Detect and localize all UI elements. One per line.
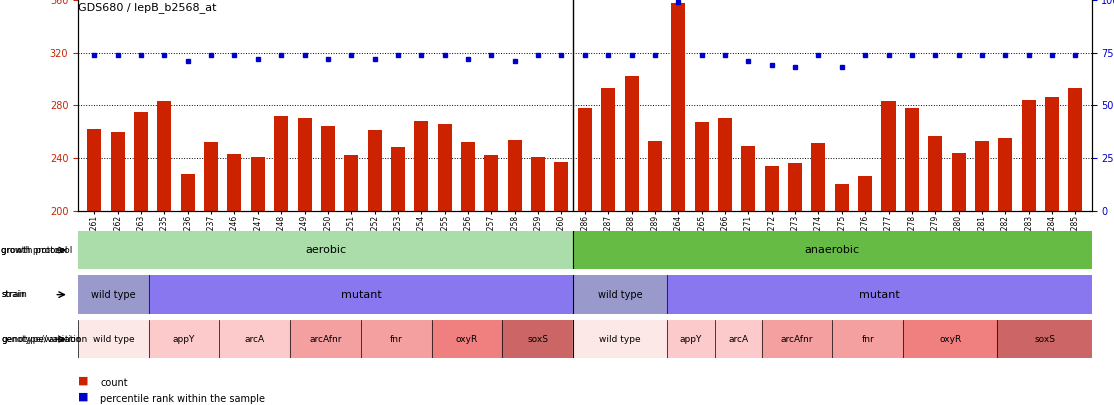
Bar (714, 320, 762, 358)
Bar (485, 155, 498, 405)
Bar (391, 147, 405, 405)
Bar (204, 142, 218, 405)
Text: fnr: fnr (861, 335, 874, 344)
Text: mutant: mutant (341, 290, 381, 300)
Text: oxyR: oxyR (456, 335, 478, 344)
Text: oxyR: oxyR (939, 335, 961, 344)
Bar (578, 108, 592, 405)
Text: arcA: arcA (729, 335, 749, 344)
Bar (667, 320, 714, 358)
Text: arcAfnr: arcAfnr (310, 335, 342, 344)
Text: wild type: wild type (92, 335, 134, 344)
Bar (414, 121, 429, 405)
Bar (87, 129, 101, 405)
Text: soxS: soxS (527, 335, 548, 344)
Bar (180, 174, 195, 405)
Bar (762, 320, 832, 358)
Bar (78, 275, 148, 314)
Bar (251, 157, 265, 405)
Text: soxS: soxS (1034, 335, 1055, 344)
Bar (78, 320, 148, 358)
Bar (997, 320, 1092, 358)
Bar (502, 320, 573, 358)
Bar (602, 88, 615, 405)
Bar (368, 130, 382, 405)
Bar (881, 101, 896, 405)
Bar (625, 76, 638, 405)
Bar (531, 157, 545, 405)
Text: growth protocol: growth protocol (1, 245, 68, 255)
Text: mutant: mutant (859, 290, 900, 300)
Bar (764, 166, 779, 405)
Bar (672, 2, 685, 405)
Text: wild type: wild type (599, 335, 641, 344)
Bar (110, 132, 125, 405)
Text: appY: appY (173, 335, 195, 344)
Bar (951, 153, 966, 405)
Bar (741, 146, 755, 405)
Text: strain: strain (1, 290, 26, 299)
Bar (148, 275, 573, 314)
Bar (134, 112, 148, 405)
Text: genotype/variation: genotype/variation (1, 335, 81, 344)
Text: wild type: wild type (91, 290, 136, 300)
Bar (667, 275, 1092, 314)
Bar (274, 116, 289, 405)
Bar (834, 184, 849, 405)
Bar (1022, 100, 1036, 405)
Bar (719, 118, 732, 405)
Bar (297, 118, 312, 405)
Text: percentile rank within the sample: percentile rank within the sample (100, 394, 265, 404)
Text: anaerobic: anaerobic (804, 245, 860, 255)
Bar (157, 101, 172, 405)
Bar (903, 320, 997, 358)
Bar (321, 126, 335, 405)
Bar (431, 320, 502, 358)
Text: genotype/variation: genotype/variation (1, 335, 87, 344)
Text: count: count (100, 378, 128, 388)
Bar (905, 108, 919, 405)
Bar (461, 142, 475, 405)
Bar (1045, 97, 1059, 405)
Bar (438, 124, 451, 405)
Bar (573, 275, 667, 314)
Bar (1068, 88, 1083, 405)
Text: fnr: fnr (390, 335, 402, 344)
Text: GDS680 / lepB_b2568_at: GDS680 / lepB_b2568_at (78, 2, 216, 13)
Text: arcA: arcA (245, 335, 265, 344)
Bar (695, 122, 709, 405)
Text: wild type: wild type (598, 290, 643, 300)
Text: aerobic: aerobic (305, 245, 346, 255)
Bar (78, 231, 573, 269)
Text: ■: ■ (78, 376, 88, 386)
Text: arcAfnr: arcAfnr (781, 335, 813, 344)
Bar (148, 320, 219, 358)
Text: growth protocol: growth protocol (1, 245, 72, 255)
Bar (555, 162, 568, 405)
Text: ■: ■ (78, 392, 88, 402)
Bar (858, 176, 872, 405)
Bar (648, 141, 662, 405)
Bar (998, 138, 1013, 405)
Bar (928, 136, 942, 405)
Bar (361, 320, 431, 358)
Bar (975, 141, 989, 405)
Bar (227, 154, 242, 405)
Text: strain: strain (1, 290, 27, 299)
Bar (811, 143, 825, 405)
Bar (788, 163, 802, 405)
Bar (832, 320, 903, 358)
Bar (573, 231, 1092, 269)
Bar (573, 320, 667, 358)
Bar (508, 139, 521, 405)
Bar (290, 320, 361, 358)
Text: appY: appY (680, 335, 702, 344)
Bar (219, 320, 290, 358)
Bar (344, 155, 359, 405)
